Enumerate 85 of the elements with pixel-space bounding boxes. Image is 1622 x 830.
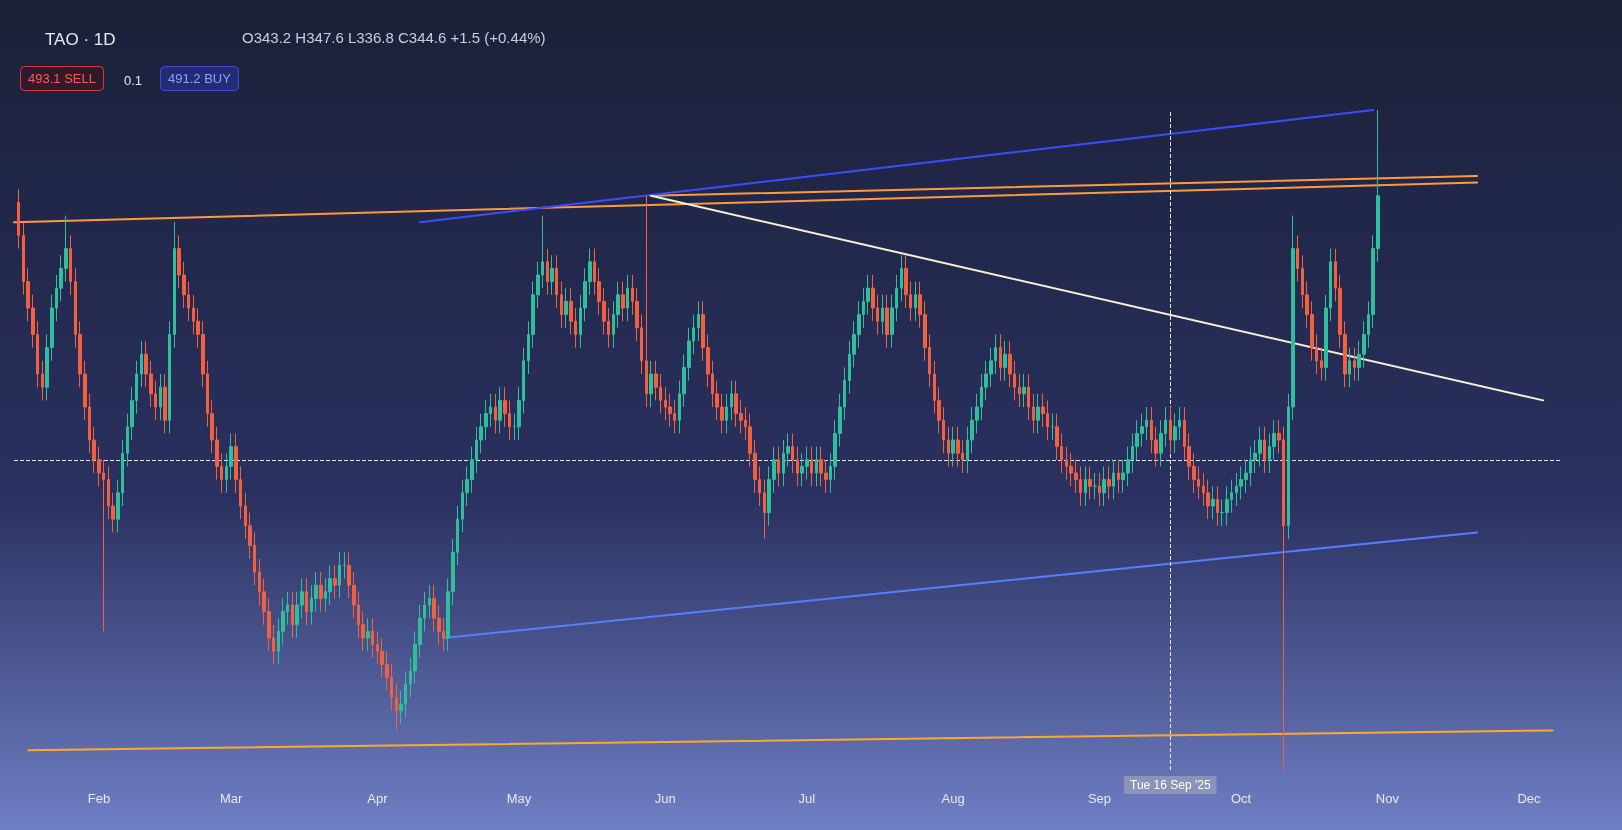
candlestick (305, 578, 308, 626)
candlestick (730, 380, 733, 421)
candlestick (1102, 465, 1106, 507)
candlestick (621, 281, 625, 322)
candlestick (1348, 347, 1351, 388)
x-tick-label: Nov (1375, 791, 1400, 806)
candlestick (947, 426, 950, 467)
candlestick (810, 446, 813, 487)
candlestick (999, 333, 1002, 382)
candlestick (725, 393, 728, 434)
candlestick (815, 446, 818, 487)
candlestick (796, 446, 799, 487)
candlestick (777, 446, 780, 487)
candlestick (494, 393, 497, 434)
candlestick (1320, 347, 1323, 382)
candlestick (1117, 459, 1120, 494)
candlestick (645, 195, 648, 408)
x-tick-label: Aug (941, 791, 965, 806)
candlestick (1112, 459, 1115, 500)
candlestick (697, 300, 700, 342)
candlestick (163, 373, 167, 434)
candlestick (1098, 472, 1101, 507)
candlestick (1353, 347, 1356, 382)
candlestick (546, 248, 549, 296)
ref-line-label: Tue 16 Sep '25 (1129, 778, 1211, 792)
candlestick (1216, 485, 1219, 527)
candlestick (649, 360, 653, 408)
candlestick (69, 234, 72, 296)
candlestick (951, 426, 955, 467)
candlestick (763, 479, 766, 540)
candlestick (17, 188, 20, 250)
candlestick (366, 617, 370, 652)
candlestick (885, 294, 889, 349)
candlestick (41, 360, 44, 401)
candlestick (900, 254, 903, 302)
candlestick (1084, 465, 1087, 507)
text: 493.1 SELL (28, 71, 96, 86)
candlestick (1296, 234, 1299, 283)
candlestick (291, 591, 294, 639)
candlestick (168, 320, 171, 434)
x-tick-label: Jun (654, 791, 676, 806)
candlestick (1022, 373, 1026, 408)
candlestick (173, 221, 176, 349)
candlestick (1027, 373, 1030, 421)
candlestick (1051, 413, 1054, 441)
candlestick (564, 287, 568, 329)
text: 0.1 (124, 73, 143, 88)
x-tick-label: May (506, 791, 532, 806)
candlestick (498, 386, 502, 434)
x-tick-label: Apr (367, 791, 389, 806)
chart-title: TAO · 1D (45, 30, 116, 49)
candlestick (1036, 393, 1040, 434)
candlestick (1032, 393, 1035, 434)
candlestick (1003, 340, 1007, 382)
x-tick-label: Mar (219, 791, 243, 806)
candlestick (395, 683, 398, 731)
candlestick (371, 617, 374, 659)
text: O343.2 H347.6 L336.8 C344.6 +1.5 (+0.44%) (242, 29, 546, 46)
candlestick (1211, 485, 1215, 520)
candlestick (626, 274, 629, 322)
candlestick (560, 281, 563, 329)
candlestick (428, 584, 431, 619)
candlestick (1088, 465, 1092, 500)
candlestick (881, 294, 884, 335)
candlestick (791, 432, 794, 474)
candlestick (914, 281, 917, 322)
candlestick (319, 571, 323, 613)
x-tick-label: Oct (1230, 791, 1252, 806)
candlestick (343, 551, 346, 580)
candlestick (1107, 465, 1111, 500)
x-tick-label: Jul (798, 791, 816, 806)
candlestick (338, 551, 341, 599)
candlestick (1018, 373, 1021, 408)
x-tick-label: Sep (1087, 791, 1112, 806)
x-tick-label: Dec (1517, 791, 1542, 806)
candlestick (550, 254, 554, 296)
x-tick-label: Feb (87, 791, 111, 806)
candlestick (1169, 406, 1172, 454)
candlestick (1263, 426, 1266, 474)
candlestick (1093, 472, 1097, 500)
candlestick (140, 340, 143, 388)
candlestick (333, 564, 337, 599)
candlestick (555, 254, 558, 309)
candlestick (159, 373, 162, 421)
text: 491.2 BUY (168, 71, 232, 86)
